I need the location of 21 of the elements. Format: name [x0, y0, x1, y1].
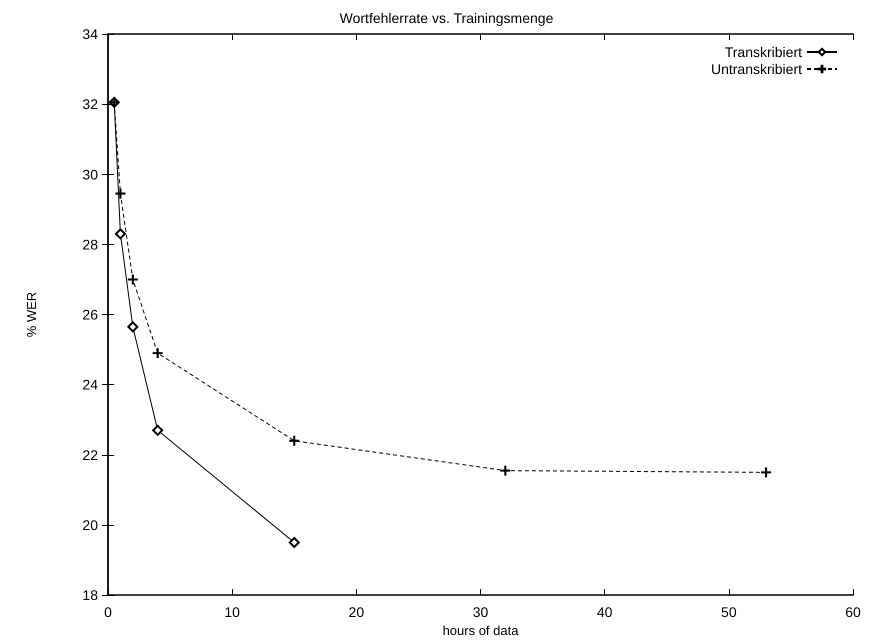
y-tick-label: 24 — [82, 376, 98, 393]
y-tick-label: 28 — [82, 236, 98, 252]
y-tick-label: 30 — [82, 166, 98, 182]
legend-label: Transkribiert — [724, 44, 802, 60]
x-tick-label: 30 — [472, 604, 488, 620]
x-tick-label: 10 — [224, 604, 240, 620]
y-tick-label: 26 — [82, 306, 98, 323]
x-tick-label: 60 — [845, 604, 861, 620]
y-axis-title: % WER — [24, 292, 39, 338]
x-tick-label: 20 — [348, 604, 364, 620]
x-tick-label: 50 — [721, 604, 737, 620]
chart-title: Wortfehlerrate vs. Trainingsmenge — [340, 10, 554, 26]
x-tick-label: 40 — [596, 604, 613, 620]
y-tick-label: 20 — [82, 516, 98, 533]
legend-label: Untranskribiert — [710, 61, 802, 77]
y-tick-label: 22 — [82, 446, 98, 463]
x-tick-label: 0 — [104, 604, 112, 620]
y-tick-label: 32 — [82, 96, 98, 112]
x-axis-title: hours of data — [442, 623, 520, 638]
y-tick-label: 18 — [82, 587, 98, 604]
y-tick-label: 34 — [82, 26, 98, 42]
